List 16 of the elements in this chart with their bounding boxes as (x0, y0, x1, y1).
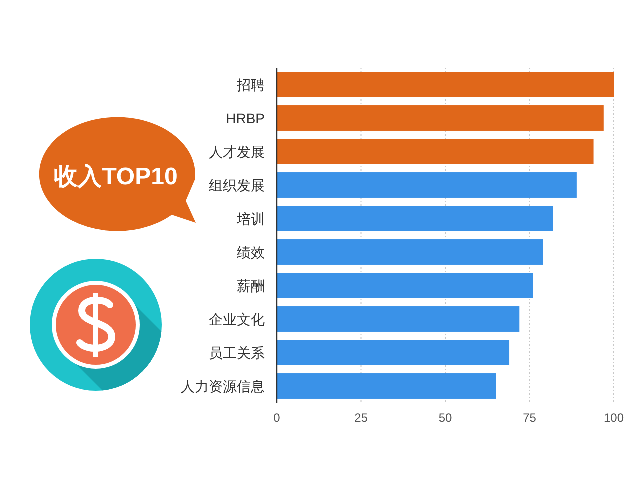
y-tick-label: 企业文化 (209, 311, 265, 328)
y-tick-label: 薪酬 (237, 278, 265, 294)
y-tick-label: 培训 (236, 210, 265, 227)
x-tick-label: 100 (604, 411, 624, 425)
y-tick-label: 员工关系 (209, 344, 265, 361)
y-tick-label: HRBP (226, 110, 265, 126)
x-tick-label: 75 (523, 411, 537, 425)
x-tick-label: 0 (274, 411, 281, 425)
y-tick-label: 招聘 (236, 76, 265, 93)
y-tick-label: 人才发展 (209, 144, 265, 160)
y-tick-label: 人力资源信息 (181, 378, 265, 394)
y-tick-label: 组织发展 (209, 177, 265, 194)
x-tick-label: 25 (354, 411, 368, 425)
text: 收入TOP10 (54, 164, 178, 190)
x-tick-label: 50 (438, 411, 452, 425)
y-tick-label: 绩效 (237, 244, 265, 260)
